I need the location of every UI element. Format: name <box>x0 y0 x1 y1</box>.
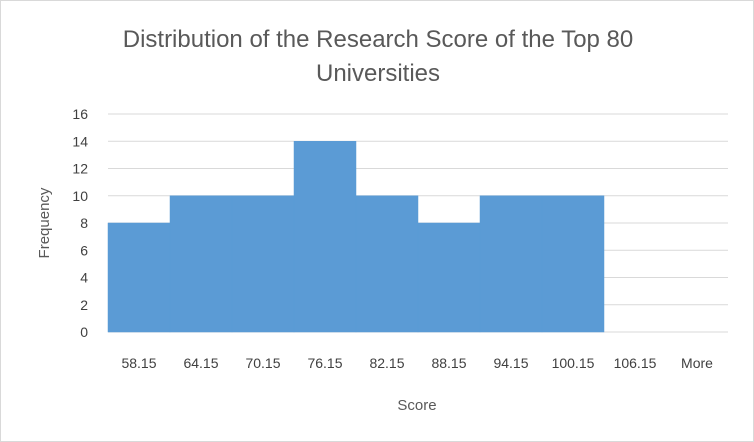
x-tick-label: 58.15 <box>121 355 156 371</box>
x-tick-label: 70.15 <box>245 355 280 371</box>
bar-58-15 <box>107 222 171 333</box>
bar-82-15 <box>355 195 419 333</box>
bars <box>107 141 605 333</box>
x-tick-label: 88.15 <box>431 355 466 371</box>
x-tick-label: 76.15 <box>307 355 342 371</box>
bar-70-15 <box>231 195 295 333</box>
chart-title-line-1: Distribution of the Research Score of th… <box>123 26 634 53</box>
y-tick-label: 2 <box>80 297 88 313</box>
x-tick-label: 100.15 <box>552 355 595 371</box>
y-tick-label: 8 <box>80 215 88 231</box>
y-tick-label: 4 <box>80 270 88 286</box>
y-tick-label: 6 <box>80 242 88 258</box>
x-tick-label: 94.15 <box>493 355 528 371</box>
y-tick-label: 10 <box>72 188 88 204</box>
x-axis-ticks: 58.15 64.15 70.15 76.15 82.15 88.15 94.15 100.1… <box>121 355 713 371</box>
x-tick-label: 106.15 <box>614 355 657 371</box>
bar-94-15 <box>479 195 543 333</box>
y-tick-label: 0 <box>80 324 88 340</box>
y-tick-label: 16 <box>72 106 88 122</box>
x-tick-label: 82.15 <box>369 355 404 371</box>
y-tick-label: 12 <box>72 161 88 177</box>
y-axis-ticks: 0 2 4 6 8 10 12 14 16 <box>72 106 88 340</box>
x-tick-label: 64.15 <box>183 355 218 371</box>
bar-76-15 <box>293 141 357 333</box>
bar-64-15 <box>169 195 233 333</box>
bar-100-15 <box>541 195 605 333</box>
y-axis-label: Frequency <box>36 187 53 258</box>
x-tick-label: More <box>681 355 713 371</box>
bar-88-15 <box>417 222 481 333</box>
x-axis-label: Score <box>397 397 436 414</box>
y-tick-label: 14 <box>72 133 88 149</box>
chart-title-line-2: Universities <box>316 60 440 87</box>
